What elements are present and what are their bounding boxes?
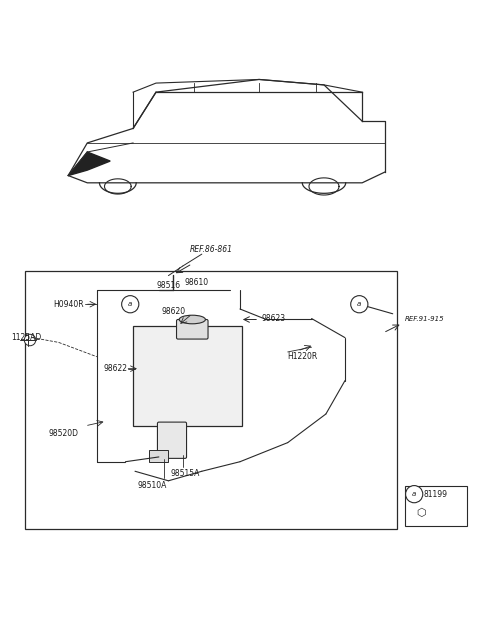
Circle shape: [24, 334, 36, 345]
Text: 98515A: 98515A: [170, 469, 200, 478]
Text: REF.86-861: REF.86-861: [190, 245, 233, 254]
Text: a: a: [357, 301, 361, 307]
Circle shape: [121, 295, 139, 313]
Circle shape: [351, 295, 368, 313]
Text: a: a: [128, 301, 132, 307]
Circle shape: [406, 486, 423, 503]
Polygon shape: [68, 152, 110, 176]
FancyBboxPatch shape: [149, 450, 168, 462]
Text: 98622: 98622: [104, 364, 128, 373]
Text: 98520D: 98520D: [48, 428, 78, 438]
Text: 98516: 98516: [156, 281, 180, 290]
Text: 81199: 81199: [424, 489, 448, 499]
Text: 98623: 98623: [262, 314, 286, 323]
Text: 1125AD: 1125AD: [11, 333, 41, 342]
Ellipse shape: [179, 315, 205, 324]
Text: 98620: 98620: [161, 307, 185, 316]
Text: ⬡: ⬡: [417, 508, 426, 519]
FancyBboxPatch shape: [132, 326, 242, 426]
Text: a: a: [412, 491, 416, 497]
Text: H0940R: H0940R: [53, 300, 84, 309]
Text: H1220R: H1220R: [288, 352, 318, 362]
Text: 98510A: 98510A: [137, 481, 167, 490]
FancyBboxPatch shape: [177, 320, 208, 339]
Text: REF.91-915: REF.91-915: [405, 316, 444, 321]
Text: 98610: 98610: [185, 278, 209, 287]
FancyBboxPatch shape: [157, 422, 187, 459]
